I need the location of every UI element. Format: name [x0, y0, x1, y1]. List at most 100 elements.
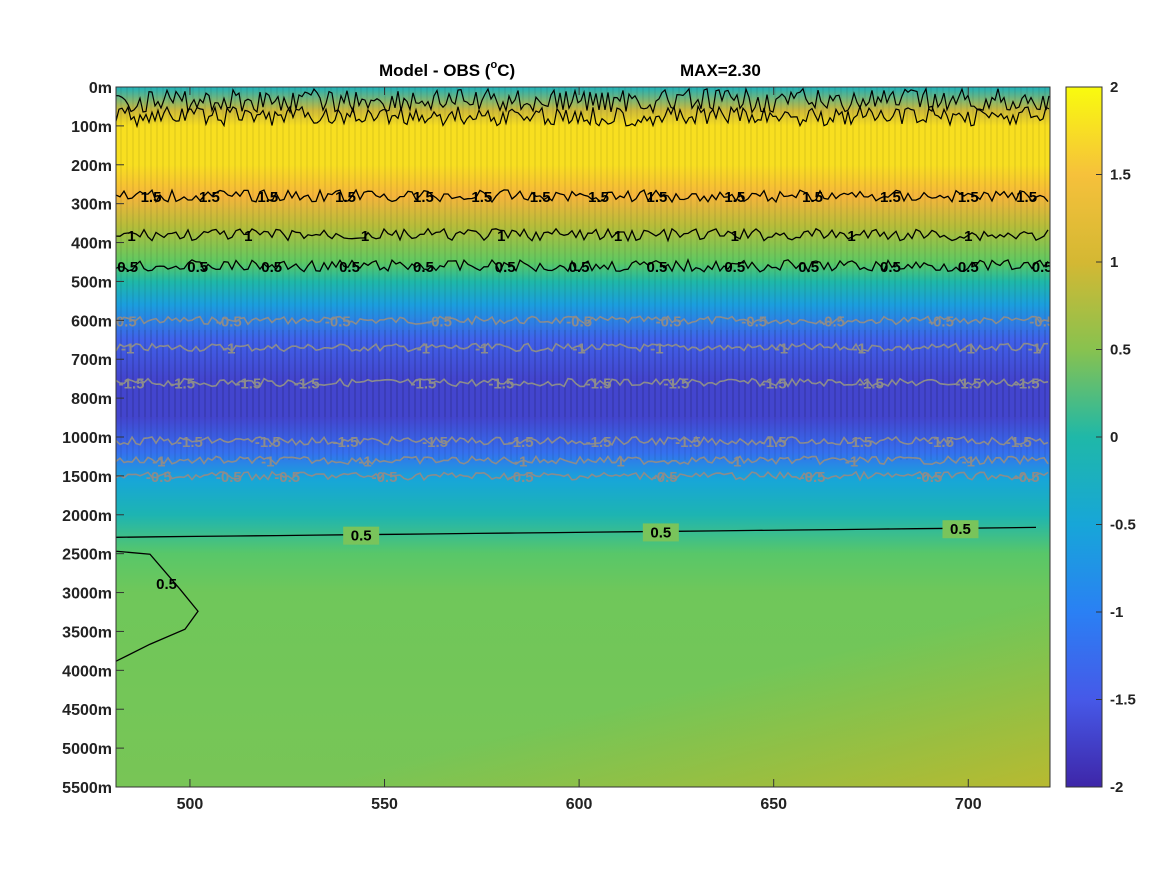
contour-label: -1.5	[119, 376, 145, 393]
contour-label: 0.5	[724, 259, 745, 276]
contour-label: 0.5	[495, 259, 516, 276]
cb-tick-label: 2	[1110, 79, 1118, 96]
contour-label: 1.5	[199, 189, 220, 206]
contour-label: 1	[614, 228, 622, 245]
contour-line	[116, 227, 1049, 243]
contour-label: 1.5	[880, 189, 901, 206]
y-tick-label: 1000m	[62, 430, 112, 447]
contour-label: 1.5	[647, 189, 668, 206]
x-tick-label: 550	[371, 796, 398, 813]
contour-line	[116, 550, 199, 662]
contour-label: 0.5	[413, 259, 434, 276]
contour-label: -0.5	[146, 469, 172, 486]
contour-label: -1	[417, 341, 430, 358]
y-tick-label: 300m	[71, 197, 112, 214]
contour-label: 1	[127, 228, 135, 245]
y-tick-label: 4000m	[62, 663, 112, 680]
contour-label: -1	[261, 453, 274, 470]
contour-label: -1.5	[586, 434, 612, 451]
contour-label: -1.5	[955, 376, 981, 393]
contour-label: 1.5	[530, 189, 551, 206]
contour-label: -1.5	[177, 434, 203, 451]
contour-line	[116, 257, 1049, 274]
contour-label: -1	[728, 453, 741, 470]
contour-label: 1	[847, 228, 855, 245]
y-tick-label: 3000m	[62, 586, 112, 603]
contour-label: 1.5	[335, 189, 356, 206]
y-tick-label: 500m	[71, 274, 112, 291]
x-tick-label: 600	[566, 796, 593, 813]
max-label: MAX=2.30	[680, 61, 761, 80]
deep-tint	[116, 550, 1050, 787]
chart-title: Model - OBS (oC) MAX=2.30	[379, 59, 761, 80]
contour-label: 1	[361, 228, 369, 245]
contour-label: -1.5	[255, 434, 281, 451]
contour-label: -0.5	[216, 469, 242, 486]
contour-label: 1.5	[413, 189, 434, 206]
contour-label-bg	[942, 520, 979, 539]
contour-label: -1.5	[846, 434, 872, 451]
contour-label: -1.5	[675, 434, 701, 451]
contour-label: -0.5	[819, 313, 845, 330]
y-tick-label: 1500m	[62, 469, 112, 486]
contour-label: 1	[731, 228, 739, 245]
contour-line	[116, 454, 1049, 466]
y-tick-label: 2000m	[62, 508, 112, 525]
contour-label: -0.5	[916, 469, 942, 486]
contour-label: 1.5	[958, 189, 979, 206]
contour-label: 1.5	[141, 189, 162, 206]
contour-label: -1	[853, 341, 866, 358]
contour-label: -0.5	[656, 313, 682, 330]
contour-label: 0.5	[958, 259, 979, 276]
contour-labels: -0.5 -0.5 -0.5 -0.5 -0.5 -0.5 -0.5 -0.5 -0.5 -0.5…	[116, 189, 1055, 593]
y-tick-label: 400m	[71, 236, 112, 253]
contour-label: -0.5	[1029, 313, 1055, 330]
contour-label: -0.5	[741, 313, 767, 330]
contour-label: -1	[572, 341, 585, 358]
y-axis: 0m 100m 200m 300m 400m 500m 600m 700m 800m 1000m 1…	[62, 80, 124, 797]
contour-label: -1.5	[761, 376, 787, 393]
y-tick-label: 0m	[89, 80, 112, 97]
contour-label: 1.5	[1016, 189, 1037, 206]
contour-label: -1.5	[333, 434, 359, 451]
contour-label: 1.5	[588, 189, 609, 206]
contour-line	[116, 435, 1049, 447]
contour-label: -1.5	[488, 376, 514, 393]
contour-label: -1	[475, 341, 488, 358]
contour-label: -0.5	[372, 469, 398, 486]
contour-label: -1.5	[508, 434, 534, 451]
contour-line	[116, 470, 1049, 482]
contour-lines	[116, 87, 1050, 662]
contour-label: 0.5	[117, 259, 138, 276]
contour-label: -1	[152, 453, 165, 470]
y-tick-label: 3500m	[62, 624, 112, 641]
contour-label: -1	[121, 341, 134, 358]
contour-line	[116, 342, 1048, 354]
contour-label: -1	[845, 453, 858, 470]
contour-label: 0.5	[880, 259, 901, 276]
contour-label: 1.5	[257, 189, 278, 206]
contour-label: 1	[497, 228, 505, 245]
contour-label: -0.5	[652, 469, 678, 486]
contour-label: -1.5	[663, 376, 689, 393]
cb-tick-label: 0.5	[1110, 342, 1131, 359]
contour-line	[116, 377, 1049, 388]
contour-label: -1	[358, 453, 371, 470]
contour-label: -1.5	[294, 376, 320, 393]
cb-tick-label: 1.5	[1110, 167, 1131, 184]
y-tick-label: 5500m	[62, 780, 112, 797]
y-tick-label: 2500m	[62, 547, 112, 564]
contour-label: -1	[962, 341, 975, 358]
contour-label: -1.5	[586, 376, 612, 393]
contour-label-bg	[343, 526, 380, 545]
plot-area: -0.5 -0.5 -0.5 -0.5 -0.5 -0.5 -0.5 -0.5 -0.5 -0.5…	[116, 87, 1055, 787]
contour-label: -0.5	[325, 313, 351, 330]
x-axis: 500 550 600 650 700	[177, 87, 982, 813]
contour-label: -1	[775, 341, 788, 358]
contour-label: 1	[964, 228, 972, 245]
contour-label: 1	[244, 228, 252, 245]
contour-label: -1.5	[169, 376, 195, 393]
y-tick-label: 5000m	[62, 741, 112, 758]
cb-tick-label: 0	[1110, 429, 1118, 446]
contour-label: -0.5	[426, 313, 452, 330]
